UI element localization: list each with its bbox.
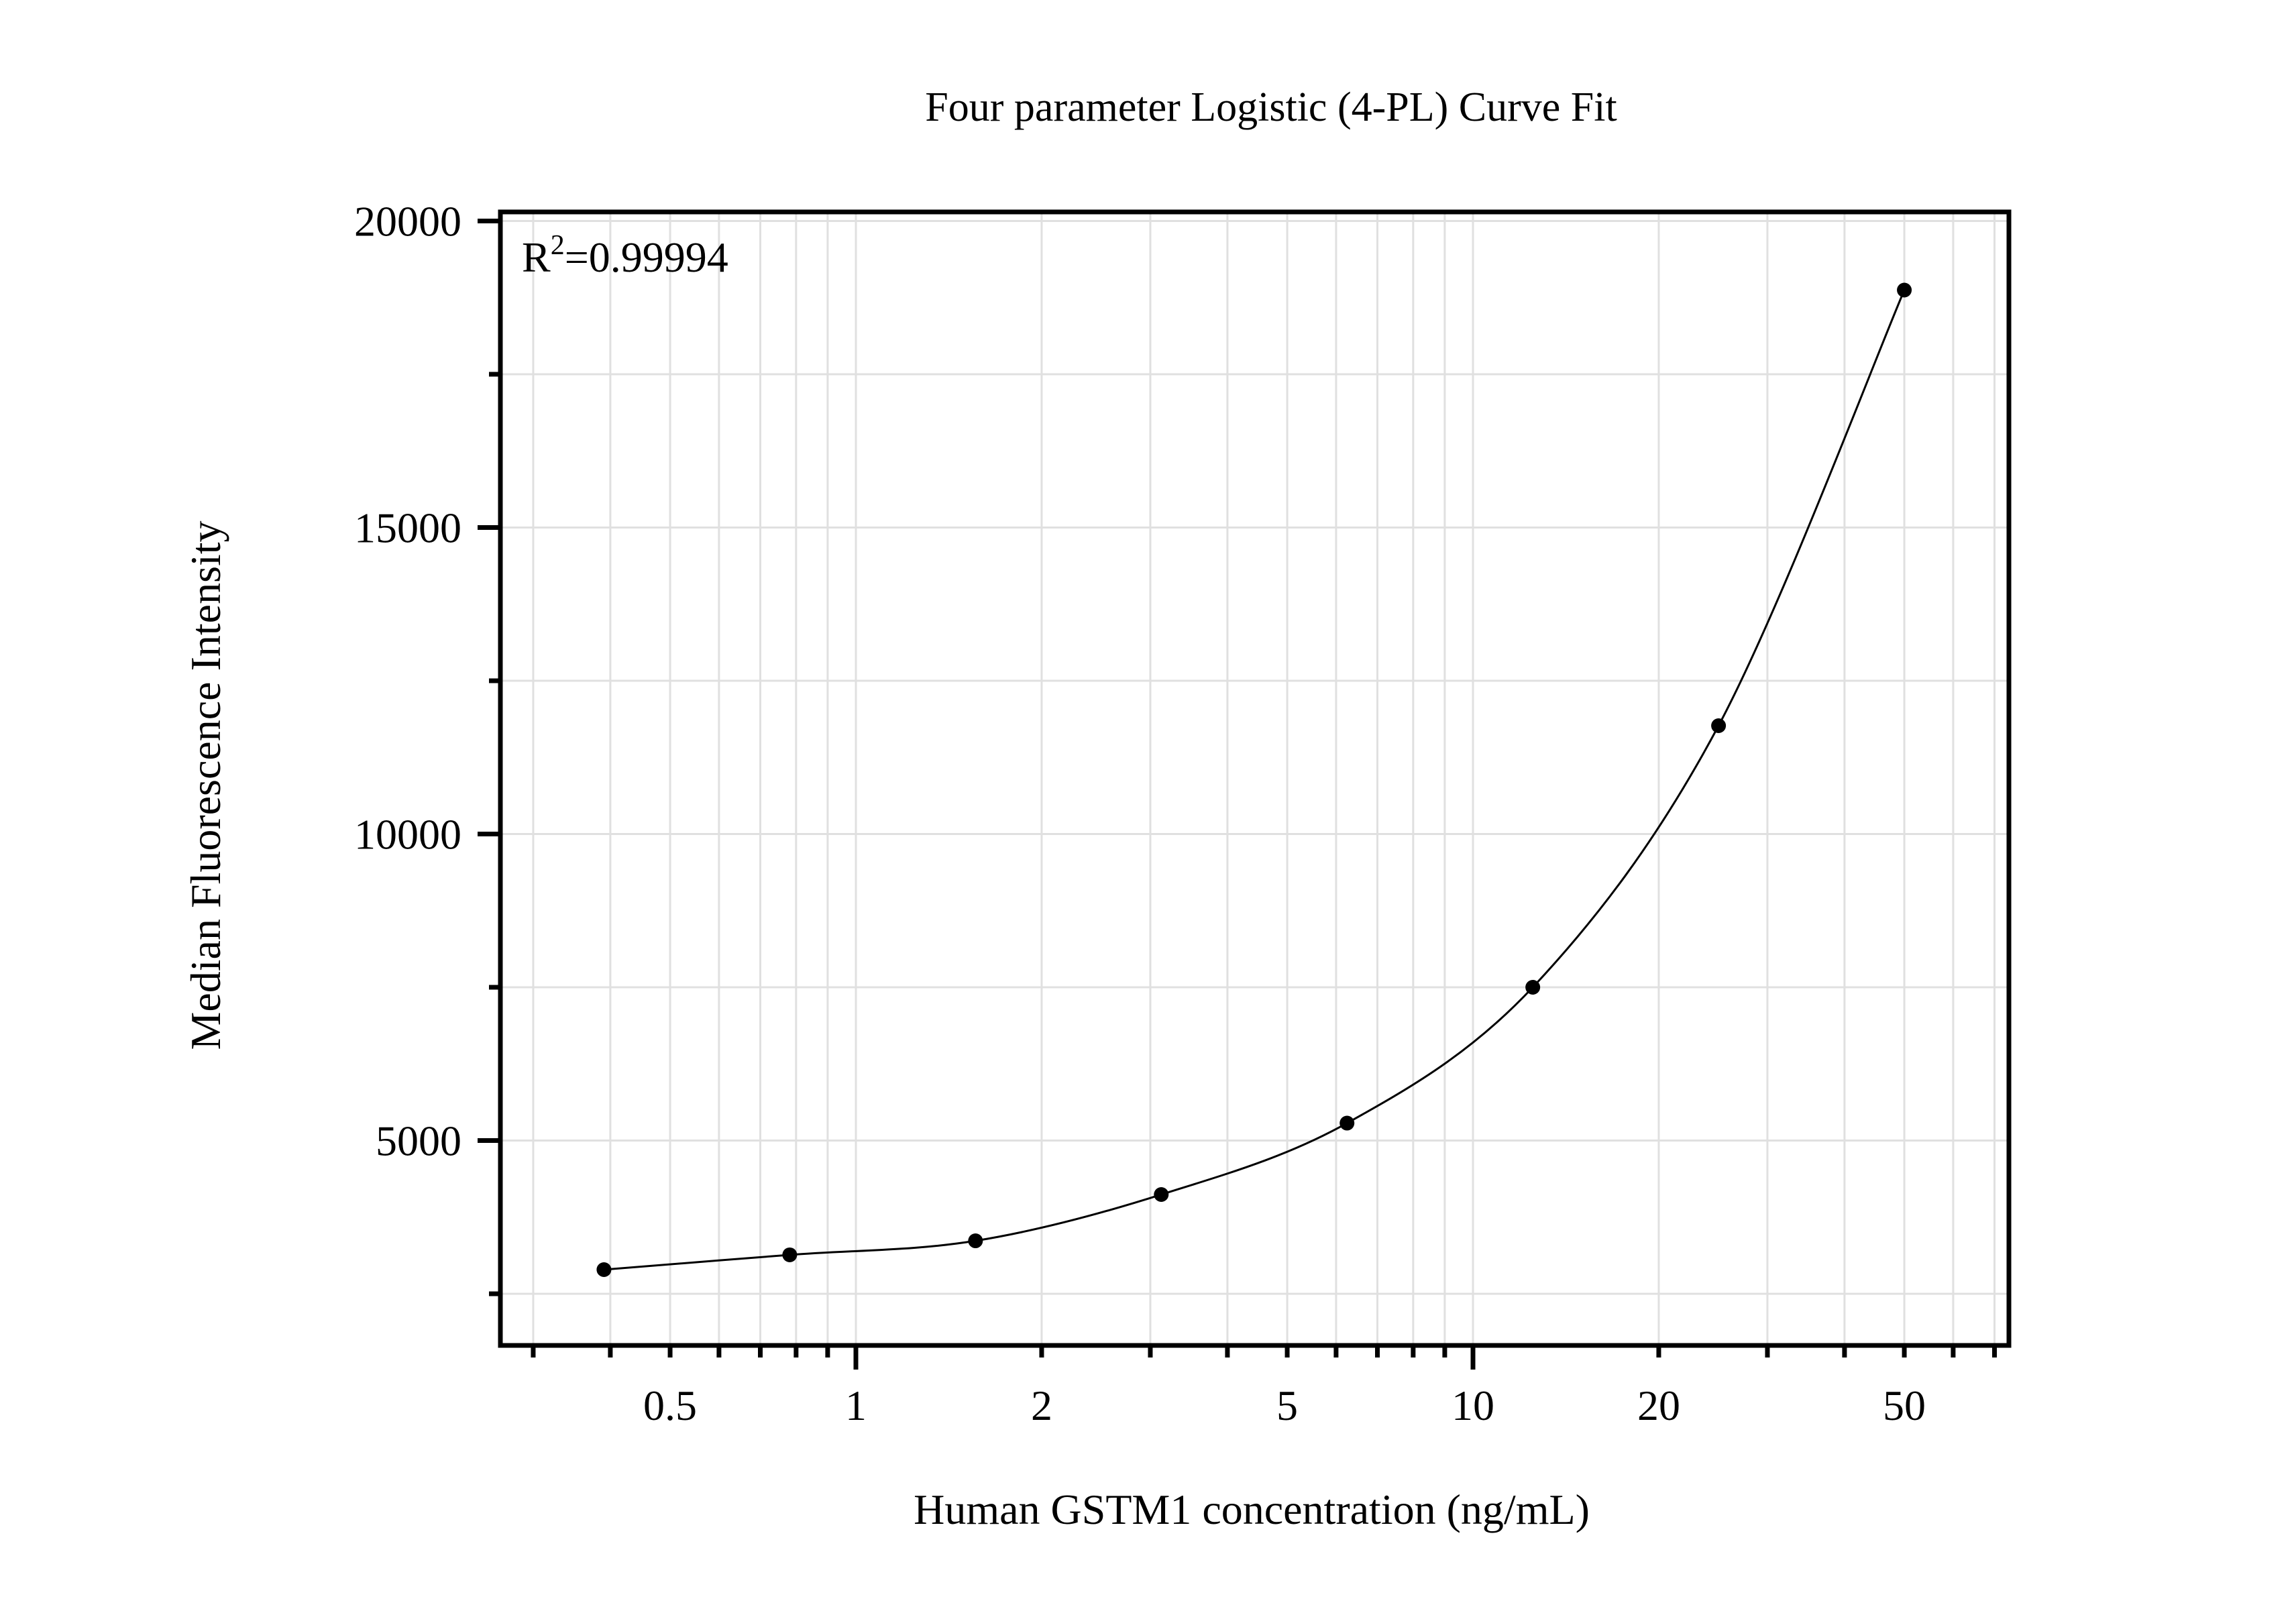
r2-superscript: 2: [551, 230, 565, 261]
r2-prefix: R: [522, 233, 551, 281]
chart-title: Four parameter Logistic (4-PL) Curve Fit: [925, 85, 1617, 130]
data-point: [1711, 718, 1727, 733]
y-tick-label: 5000: [376, 1117, 461, 1165]
x-tick-label: 5: [1276, 1382, 1298, 1429]
r2-value: =0.99994: [565, 233, 728, 281]
data-point: [596, 1262, 612, 1277]
data-point: [968, 1233, 983, 1249]
y-tick-label: 20000: [354, 198, 461, 245]
x-tick-label: 0.5: [643, 1382, 697, 1429]
gridlines: [500, 212, 2009, 1345]
data-point: [1525, 980, 1541, 995]
axis-ticks: [478, 219, 1997, 1370]
data-point: [1340, 1115, 1355, 1131]
x-tick-label: 50: [1883, 1382, 1926, 1429]
y-tick-label: 15000: [354, 504, 461, 552]
data-point: [1154, 1187, 1169, 1203]
data-points: [596, 282, 1912, 1277]
fit-curve-path: [604, 289, 1906, 1271]
x-tick-label: 2: [1031, 1382, 1052, 1429]
y-tick-label: 10000: [354, 811, 461, 858]
x-tick-label: 10: [1452, 1382, 1494, 1429]
x-axis-title: Human GSTM1 concentration (ng/mL): [914, 1486, 1590, 1533]
data-point: [782, 1247, 798, 1262]
plot-frame: [498, 209, 2012, 1348]
x-tick-label: 1: [845, 1382, 867, 1429]
tick-labels: 0.5 1 2 5 10 20 50 5000 10000 15000 20000: [354, 198, 1926, 1430]
r-squared-annotation: R2=0.99994: [522, 230, 728, 281]
fit-curve: [604, 289, 1906, 1271]
y-axis-title: Median Fluorescence Intensity: [182, 520, 229, 1050]
data-point: [1897, 282, 1912, 298]
x-tick-label: 20: [1637, 1382, 1680, 1429]
